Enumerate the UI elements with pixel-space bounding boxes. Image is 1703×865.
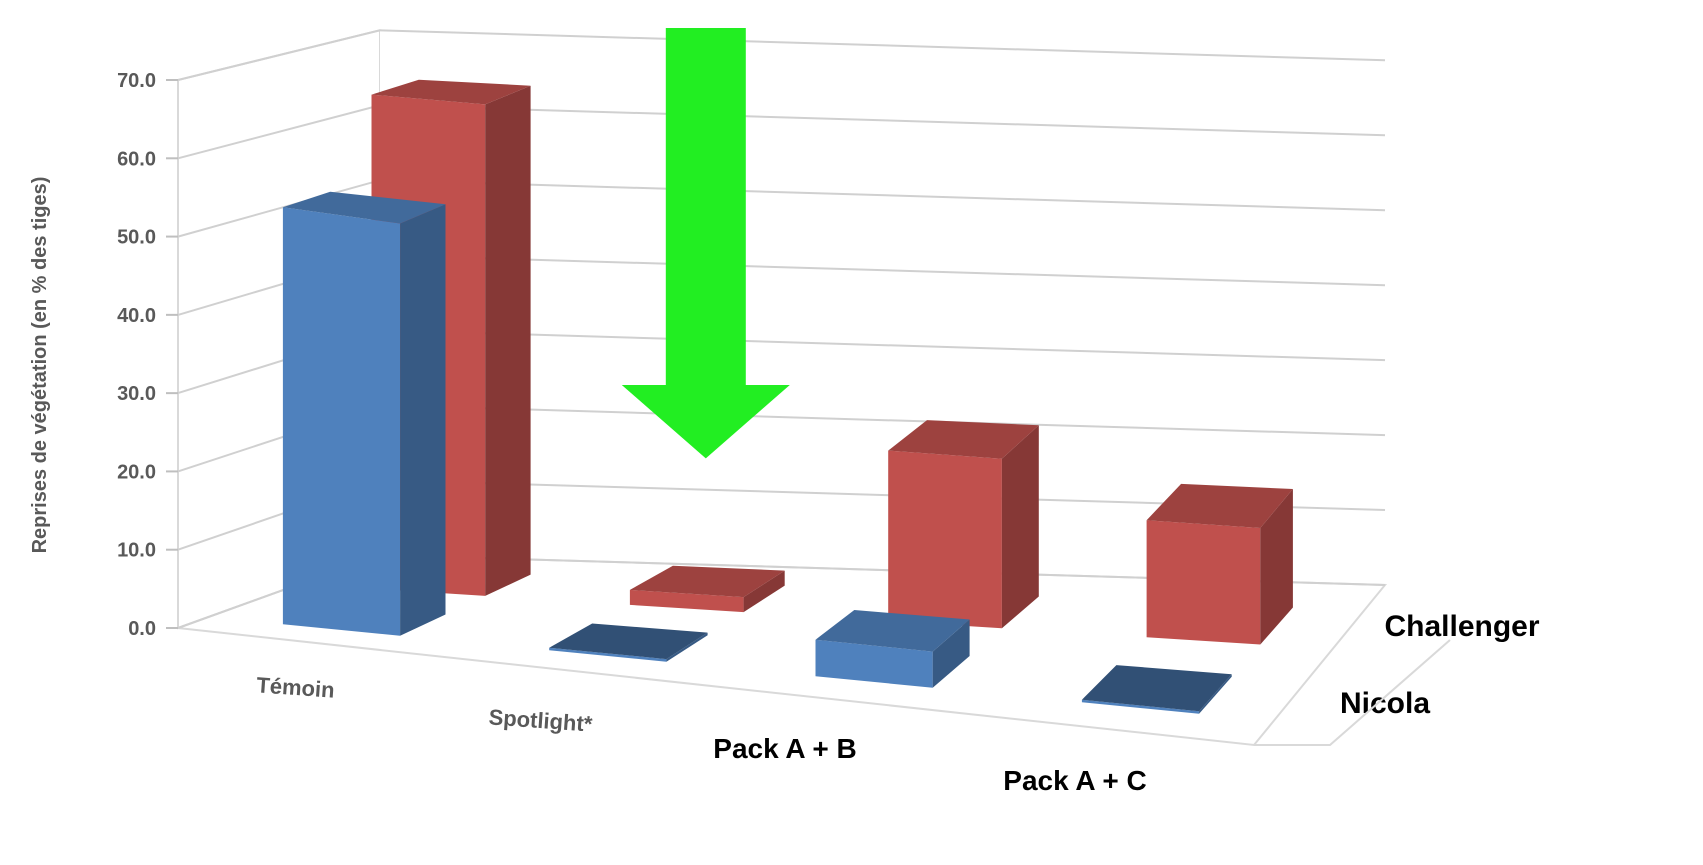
- y-tick-label: 40.0: [117, 305, 156, 327]
- series-label: Challenger: [1384, 610, 1539, 643]
- category-label-bg: [960, 760, 1190, 802]
- category-label-bg: [665, 728, 905, 770]
- bars: [282, 79, 1293, 714]
- category-label: Témoin: [256, 672, 336, 702]
- bar-front: [1146, 520, 1261, 645]
- gridline: [177, 29, 1386, 81]
- category-labels: Témoin Spotlight* Pack A + B Pack A + C: [256, 672, 1190, 802]
- y-tick-label: 70.0: [117, 70, 156, 92]
- bar-side: [485, 85, 531, 596]
- category-label: Pack A + C: [1003, 765, 1146, 796]
- highlight-arrow: [621, 28, 790, 459]
- bar-front: [1081, 699, 1200, 714]
- bar-challenger-3: [1146, 483, 1293, 645]
- series-labels: Nicola Challenger: [1254, 610, 1540, 746]
- series-label: Nicola: [1340, 687, 1430, 720]
- bar-side: [743, 570, 785, 613]
- bar-front: [888, 450, 1002, 629]
- category-label: Pack A + B: [713, 733, 856, 764]
- bar-nicola-1: [549, 623, 708, 662]
- bar-top: [1146, 483, 1293, 528]
- bar-front: [549, 647, 667, 662]
- bar-side: [400, 204, 446, 636]
- bar-side: [1199, 674, 1232, 714]
- annotations: [621, 28, 790, 459]
- bar-side: [932, 619, 970, 688]
- bar-nicola-2: [815, 610, 970, 688]
- bar-front: [815, 639, 933, 688]
- y-axis-ticks: 0.0 10.0 20.0 30.0 40.0 50.0 60.0 70.0: [117, 70, 178, 640]
- y-tick-label: 60.0: [117, 148, 156, 170]
- depth-axis: [1254, 639, 1451, 746]
- y-axis-label: Reprises de végétation (en % des tiges): [29, 177, 51, 554]
- bar-front: [629, 589, 744, 613]
- bar-nicola-0: [282, 191, 446, 636]
- bar-side: [1001, 425, 1039, 629]
- bar-top: [549, 623, 708, 660]
- bar-side: [1260, 489, 1293, 645]
- category-label: Spotlight*: [488, 704, 594, 736]
- chart-walls: [177, 0, 1388, 747]
- bar-front: [282, 207, 401, 636]
- y-tick-label: 30.0: [117, 383, 156, 405]
- y-tick-label: 50.0: [117, 227, 156, 249]
- bar-top: [282, 191, 446, 224]
- bar-side: [666, 632, 708, 662]
- bar-challenger-2: [888, 420, 1039, 629]
- y-tick-label: 0.0: [128, 618, 156, 640]
- bar-nicola-3: [1081, 665, 1232, 714]
- bar-top: [888, 420, 1039, 459]
- y-tick-label: 20.0: [117, 461, 156, 483]
- bar-top: [1081, 665, 1232, 712]
- bar-challenger-1: [629, 565, 785, 613]
- y-tick-label: 10.0: [117, 540, 156, 562]
- bar-top: [371, 79, 531, 105]
- bar-top: [815, 610, 970, 652]
- bar-top: [629, 565, 785, 598]
- back-wall: [380, 0, 1385, 585]
